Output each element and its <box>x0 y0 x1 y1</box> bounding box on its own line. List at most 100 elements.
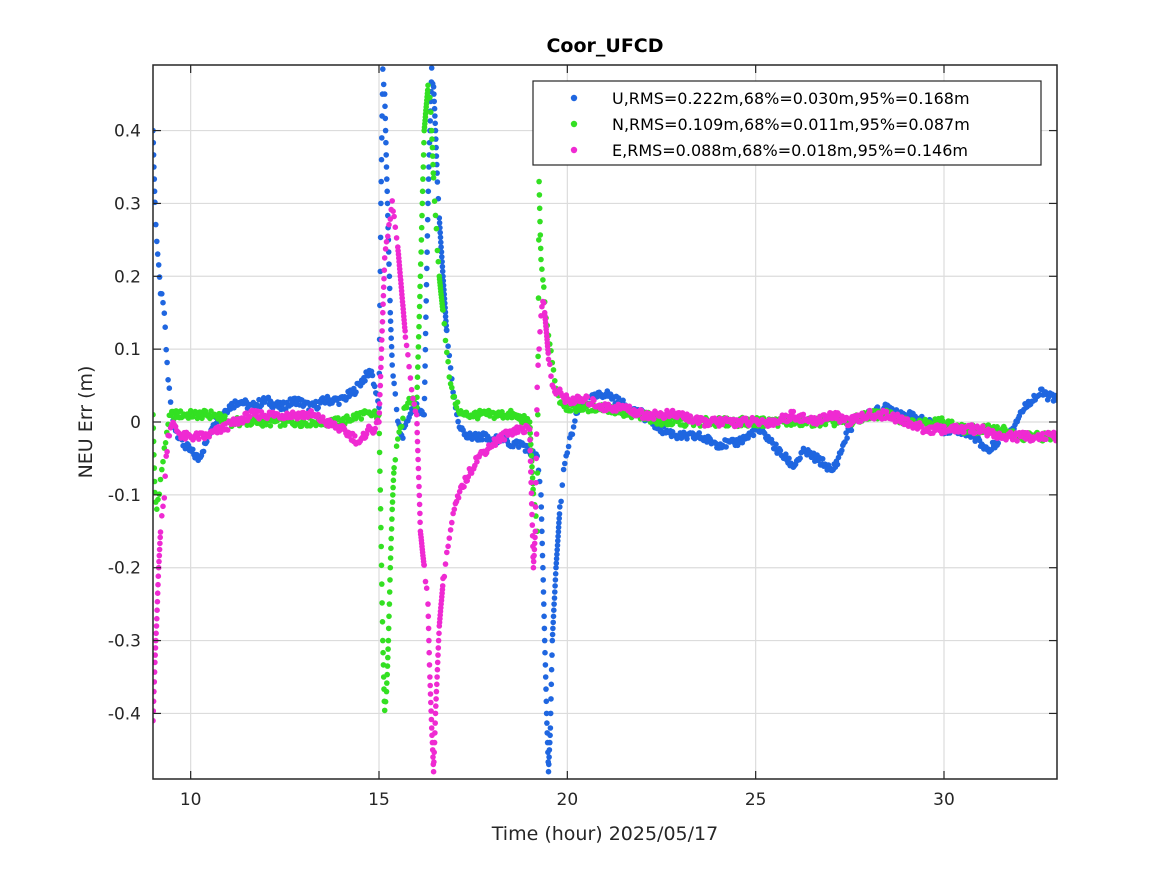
x-tick-label: 25 <box>745 790 767 810</box>
data-point <box>429 153 436 159</box>
legend-entry: E,RMS=0.088m,68%=0.018m,95%=0.146m <box>612 141 968 160</box>
data-point <box>536 192 543 198</box>
data-point <box>415 344 422 350</box>
data-point <box>449 519 455 526</box>
data-point <box>153 221 159 228</box>
data-point <box>537 218 543 225</box>
data-point <box>554 547 560 553</box>
data-point <box>438 239 444 246</box>
data-point <box>387 577 393 583</box>
data-point <box>382 115 389 122</box>
data-point <box>425 82 431 89</box>
data-point <box>535 362 541 369</box>
data-point <box>391 213 397 220</box>
data-point <box>376 430 383 437</box>
data-point <box>434 674 440 680</box>
y-tick-label: 0 <box>130 413 141 433</box>
data-point <box>161 495 168 501</box>
data-point <box>527 447 533 454</box>
data-point <box>381 91 388 97</box>
data-point <box>390 208 396 214</box>
data-point <box>445 543 451 550</box>
data-point <box>377 468 383 475</box>
data-point <box>541 601 547 607</box>
data-point <box>196 436 202 442</box>
data-point <box>537 245 544 252</box>
data-point <box>786 455 792 462</box>
data-point <box>835 454 842 461</box>
data-point <box>153 478 158 485</box>
data-point <box>421 562 428 568</box>
data-point <box>377 391 383 398</box>
data-point <box>159 291 165 297</box>
data-point <box>388 535 395 542</box>
data-point <box>415 447 421 454</box>
data-point <box>153 630 159 637</box>
data-point <box>353 389 359 395</box>
data-point <box>1014 438 1020 444</box>
data-point <box>422 330 429 337</box>
data-point <box>531 552 537 559</box>
data-point <box>414 438 421 445</box>
data-point <box>426 164 432 170</box>
data-point <box>550 619 556 626</box>
data-point <box>403 342 410 349</box>
data-point <box>382 127 389 134</box>
data-point <box>540 277 546 283</box>
data-point <box>434 659 441 666</box>
data-point <box>384 200 391 207</box>
data-point <box>556 511 563 517</box>
data-point <box>155 262 162 268</box>
data-point <box>391 380 397 387</box>
data-point <box>157 534 163 541</box>
data-point <box>358 416 365 422</box>
data-point <box>430 175 437 181</box>
data-point <box>545 356 552 363</box>
data-point <box>800 411 807 418</box>
data-point <box>531 540 538 547</box>
data-point <box>417 293 423 300</box>
data-point <box>416 492 423 499</box>
data-point <box>528 501 535 507</box>
data-point <box>537 329 543 335</box>
data-point <box>377 373 384 380</box>
data-point <box>844 435 850 441</box>
data-point <box>529 511 535 518</box>
data-point <box>376 401 383 407</box>
data-point <box>848 427 855 434</box>
data-point <box>416 323 422 330</box>
data-point <box>388 326 394 333</box>
data-point <box>162 324 168 331</box>
data-point <box>684 436 690 442</box>
data-point <box>157 476 164 483</box>
data-point <box>451 393 458 400</box>
data-point <box>435 637 442 644</box>
data-point <box>549 652 555 658</box>
data-point <box>382 698 389 705</box>
data-point <box>555 529 562 535</box>
data-point <box>499 409 505 415</box>
data-point <box>160 503 166 510</box>
data-point <box>389 352 395 359</box>
data-point <box>833 415 840 422</box>
data-point <box>415 354 421 360</box>
data-point <box>381 275 387 282</box>
data-point <box>385 646 391 652</box>
data-point <box>379 337 385 343</box>
data-point <box>445 343 451 350</box>
data-point <box>542 662 549 668</box>
data-point <box>156 274 163 280</box>
data-point <box>552 577 559 583</box>
data-point <box>390 492 396 498</box>
data-point <box>392 457 399 463</box>
data-point <box>153 438 157 445</box>
data-point <box>867 407 873 414</box>
data-point <box>431 749 438 756</box>
data-point <box>414 420 420 427</box>
data-point <box>417 261 424 267</box>
data-point <box>679 410 686 416</box>
data-point <box>547 725 554 731</box>
series-e <box>153 198 1057 775</box>
data-point <box>534 470 541 476</box>
data-point <box>155 581 161 588</box>
